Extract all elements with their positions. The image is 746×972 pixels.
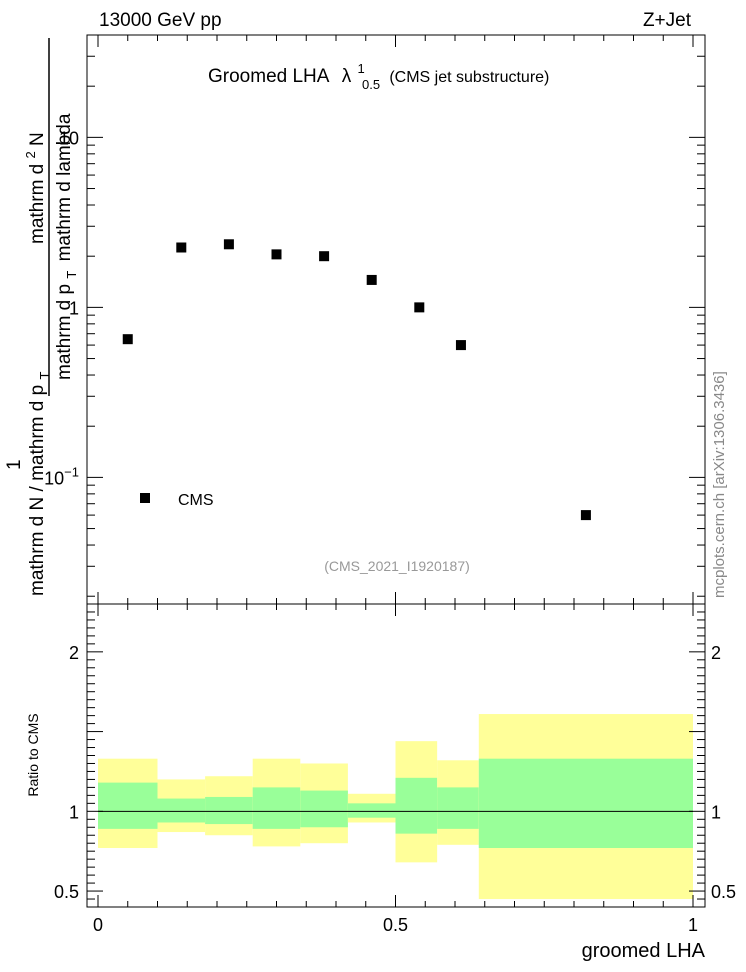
watermark: mcplots.cern.ch [arXiv:1306.3436] [711, 371, 728, 598]
data-point-4 [319, 251, 330, 262]
ratio-band-inner-5 [347, 803, 396, 818]
ratio-ytick-label-left: 1 [69, 802, 79, 822]
main-plot-frame [86, 34, 706, 605]
xtick-label: 0 [93, 915, 103, 935]
ratio-band-inner-7 [437, 787, 479, 829]
data-point-5 [366, 274, 377, 285]
ratio-ylabel: Ratio to CMS [25, 713, 41, 796]
ratio-band-inner-2 [205, 796, 253, 825]
ylabel-denominator: mathrm d p T mathrm d lambda [54, 113, 81, 380]
title-symbol: λ [342, 66, 352, 87]
ylabel-part1-text: mathrm d N / mathrm d p [27, 385, 48, 596]
ratio-bands [98, 714, 693, 900]
ratio-ytick-label-left: 2 [69, 643, 79, 663]
main-ytick-label: 10 [59, 128, 79, 148]
data-points [122, 239, 591, 521]
legend-label-cms: CMS [178, 492, 214, 509]
data-point-0 [122, 334, 133, 345]
main-ytick-label: 1 [69, 298, 79, 318]
main-ytick-label: 10−1 [44, 464, 79, 488]
ratio-band-inner-3 [252, 787, 301, 829]
ylabel-den-a: mathrm d p [54, 284, 75, 380]
ratio-band-inner-8 [478, 758, 693, 848]
ylabel-part1: mathrm d N / mathrm d p T [27, 372, 52, 596]
title-sub: 0.5 [362, 77, 380, 92]
ylabel-den-b: mathrm d lambda [54, 113, 75, 261]
data-point-1 [176, 242, 187, 253]
axis-ticks [87, 34, 705, 908]
xtick-label: 0.5 [383, 915, 408, 935]
title-prefix: Groomed LHA [208, 66, 330, 87]
ylabel-num-text: mathrm d [27, 164, 48, 244]
xlabel: groomed LHA [582, 940, 706, 962]
ratio-band-inner-1 [157, 798, 206, 823]
header-left-label: 13000 GeV pp [99, 10, 222, 31]
ylabel-num-rest: N [27, 132, 48, 146]
data-point-3 [271, 249, 282, 260]
ylabel-den-sub: T [64, 271, 79, 279]
data-point-7 [455, 340, 466, 351]
data-point-8 [580, 510, 591, 521]
ylabel-num-sup: 2 [23, 151, 38, 158]
title-sup: 1 [357, 61, 364, 76]
plot-title: Groomed LHA λ 1 0.5 (CMS jet substructur… [208, 57, 549, 94]
ratio-ytick-label-right: 0.5 [711, 882, 736, 902]
title-suffix: (CMS jet substructure) [389, 69, 549, 86]
analysis-label: (CMS_2021_I1920187) [324, 558, 470, 574]
ratio-ytick-label-left: 0.5 [54, 882, 79, 902]
data-point-6 [414, 302, 425, 313]
xtick-label: 1 [688, 915, 698, 935]
ylabel-prefix: 1 [4, 459, 25, 470]
data-point-2 [223, 239, 234, 250]
main-ylabel: 1 mathrm d N / mathrm d p T mathrm d 2 N… [4, 38, 81, 596]
ratio-band-inner-6 [395, 777, 438, 834]
ratio-band-inner-4 [300, 790, 348, 828]
ratio-band-inner-0 [98, 782, 158, 829]
ylabel-numerator: mathrm d 2 N [19, 132, 48, 244]
ratio-ytick-label-right: 1 [711, 802, 721, 822]
ylabel-part1-sub: T [37, 372, 52, 380]
tick-labels: 0 0.5 1 10−1 1 10 0.5 0.5 1 1 2 2 [44, 128, 736, 935]
main-frame-rect [86, 34, 706, 605]
legend-marker [140, 493, 150, 503]
header-right-label: Z+Jet [643, 10, 692, 31]
ratio-ytick-label-right: 2 [711, 643, 721, 663]
